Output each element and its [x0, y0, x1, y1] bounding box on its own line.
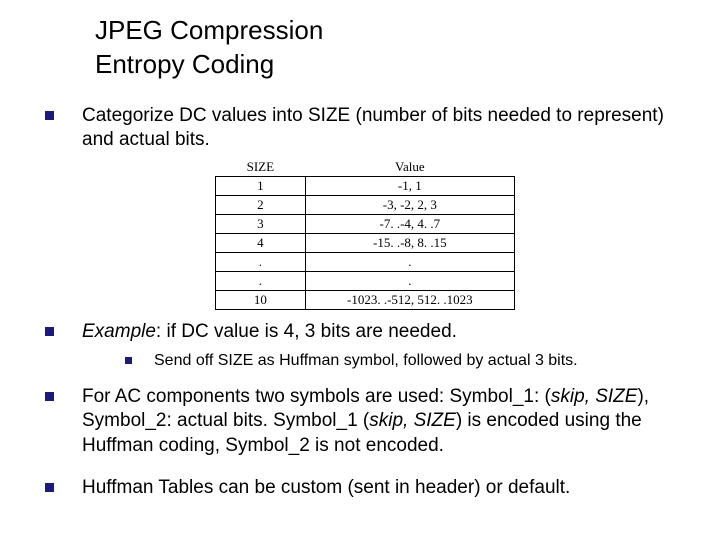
bullet-2-sub-text: Send off SIZE as Huffman symbol, followe…: [154, 351, 578, 371]
table-row: 1 -1, 1: [216, 177, 515, 196]
square-bullet-icon: [45, 483, 54, 492]
spacer: [95, 464, 690, 476]
cell-size: .: [216, 253, 306, 272]
slide-container: JPEG Compression Entropy Coding Categori…: [0, 0, 720, 526]
b3-italic1: skip, SIZE: [551, 386, 638, 407]
bullet-2-rest: : if DC value is 4, 3 bits are needed.: [156, 321, 457, 342]
slide-title: JPEG Compression Entropy Coding: [95, 14, 690, 82]
bullet-1-text: Categorize DC values into SIZE (number o…: [82, 104, 690, 153]
b3-italic2: skip, SIZE: [369, 410, 456, 431]
cell-size: .: [216, 272, 306, 291]
cell-size: 10: [216, 291, 306, 310]
table-row: 10 -1023. .-512, 512. .1023: [216, 291, 515, 310]
cell-value: -1, 1: [305, 177, 514, 196]
title-line-2: Entropy Coding: [95, 48, 690, 82]
cell-size: 1: [216, 177, 306, 196]
square-bullet-icon: [45, 392, 54, 401]
bullet-3: For AC components two symbols are used: …: [45, 385, 690, 458]
cell-size: 3: [216, 215, 306, 234]
cell-value: -15. .-8, 8. .15: [305, 234, 514, 253]
cell-size: 2: [216, 196, 306, 215]
table-row: . .: [216, 253, 515, 272]
example-label: Example: [82, 321, 156, 342]
header-value: Value: [305, 158, 514, 177]
cell-value: -3, -2, 2, 3: [305, 196, 514, 215]
bullet-1: Categorize DC values into SIZE (number o…: [45, 104, 690, 153]
cell-value: .: [305, 253, 514, 272]
table-row: 2 -3, -2, 2, 3: [216, 196, 515, 215]
bullet-2-text: Example: if DC value is 4, 3 bits are ne…: [82, 320, 457, 344]
bullet-4: Huffman Tables can be custom (sent in he…: [45, 476, 690, 500]
bullet-2: Example: if DC value is 4, 3 bits are ne…: [45, 320, 690, 344]
bullet-4-text: Huffman Tables can be custom (sent in he…: [82, 476, 570, 500]
square-bullet-icon: [125, 357, 132, 364]
table-body: 1 -1, 1 2 -3, -2, 2, 3 3 -7. .-4, 4. .7 …: [216, 177, 515, 310]
cell-value: .: [305, 272, 514, 291]
table-header-row: SIZE Value: [216, 158, 515, 177]
square-bullet-icon: [45, 327, 54, 336]
cell-value: -7. .-4, 4. .7: [305, 215, 514, 234]
table-row: 4 -15. .-8, 8. .15: [216, 234, 515, 253]
square-bullet-icon: [45, 111, 54, 120]
table-row: . .: [216, 272, 515, 291]
cell-value: -1023. .-512, 512. .1023: [305, 291, 514, 310]
size-value-table: SIZE Value 1 -1, 1 2 -3, -2, 2, 3 3 -7. …: [215, 158, 515, 310]
cell-size: 4: [216, 234, 306, 253]
bullet-2-sub: Send off SIZE as Huffman symbol, followe…: [125, 351, 690, 371]
bullet-3-text: For AC components two symbols are used: …: [82, 385, 690, 458]
title-line-1: JPEG Compression: [95, 14, 690, 48]
header-size: SIZE: [216, 158, 306, 177]
table: SIZE Value 1 -1, 1 2 -3, -2, 2, 3 3 -7. …: [215, 158, 515, 310]
b3-part1: For AC components two symbols are used: …: [82, 386, 551, 407]
table-row: 3 -7. .-4, 4. .7: [216, 215, 515, 234]
